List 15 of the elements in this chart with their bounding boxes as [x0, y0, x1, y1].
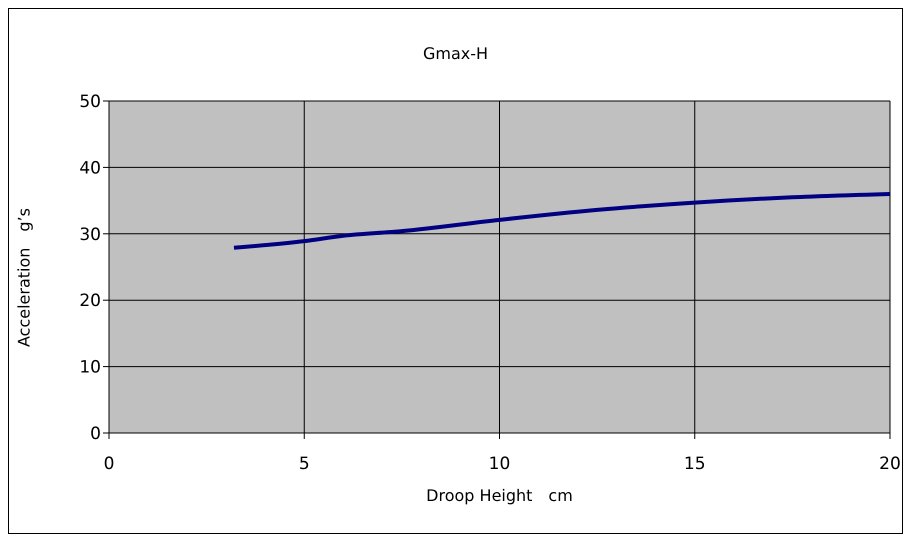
chart-title: Gmax-H	[422, 44, 488, 63]
x-tick-label: 5	[298, 454, 310, 474]
x-tick-label: 15	[684, 454, 706, 474]
x-axis-title: Droop Height cm	[426, 486, 573, 505]
line-series	[232, 192, 890, 250]
x-tick-label: 10	[488, 454, 510, 474]
x-tick-label: 0	[104, 454, 114, 474]
y-tick-label: 20	[79, 291, 101, 312]
y-tick-label: 40	[79, 158, 101, 178]
y-tick-label: 0	[90, 424, 101, 444]
x-tick-label: 20	[879, 454, 901, 474]
y-tick-label: 10	[79, 358, 101, 378]
y-axis-title: Acceleration g’s	[14, 208, 34, 347]
y-tick-label: 50	[79, 92, 101, 112]
y-tick-label: 30	[79, 224, 101, 245]
